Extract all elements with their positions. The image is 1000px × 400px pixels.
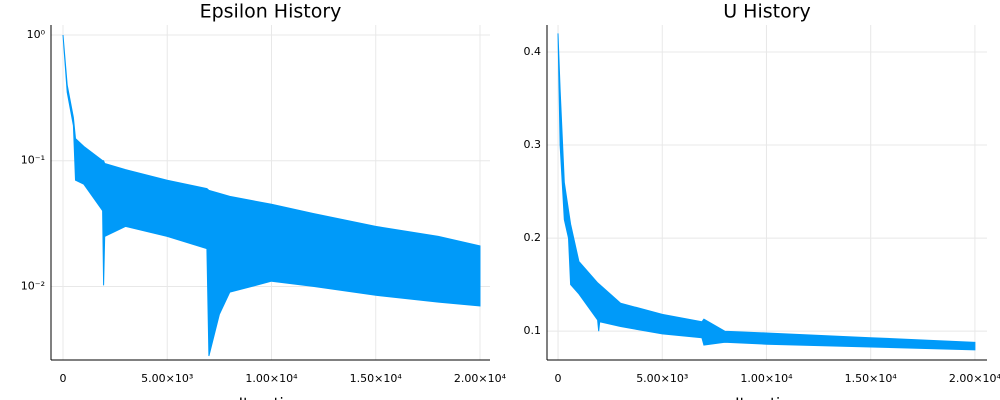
y-tick-label: 0.4 <box>524 45 542 58</box>
y-tick-label: 0.2 <box>524 231 542 244</box>
x-axis-label: Iteration <box>735 395 799 400</box>
chart-title: U History <box>723 1 811 23</box>
x-tick-label: 1.50×10⁴ <box>350 372 403 385</box>
x-tick-label: 2.00×10⁴ <box>949 372 1000 385</box>
y-tick-label: 10⁰ <box>27 28 46 41</box>
data-band <box>62 34 481 357</box>
x-tick-label: 1.00×10⁴ <box>245 372 298 385</box>
y-tick-label: 10⁻¹ <box>21 154 45 167</box>
y-tick-label: 10⁻² <box>21 279 45 292</box>
chart-title: Epsilon History <box>200 1 342 23</box>
x-tick-label: 5.00×10³ <box>636 372 688 385</box>
x-tick-label: 1.50×10⁴ <box>845 372 898 385</box>
data-band <box>557 33 976 351</box>
x-tick-label: 1.00×10⁴ <box>740 372 793 385</box>
x-tick-label: 5.00×10³ <box>141 372 193 385</box>
y-tick-label: 0.1 <box>524 324 542 337</box>
x-tick-label: 2.00×10⁴ <box>454 372 507 385</box>
x-axis-label: Iteration <box>239 395 303 400</box>
y-tick-label: 0.3 <box>524 138 542 151</box>
x-tick-label: 0 <box>59 372 66 385</box>
x-tick-label: 0 <box>555 372 562 385</box>
